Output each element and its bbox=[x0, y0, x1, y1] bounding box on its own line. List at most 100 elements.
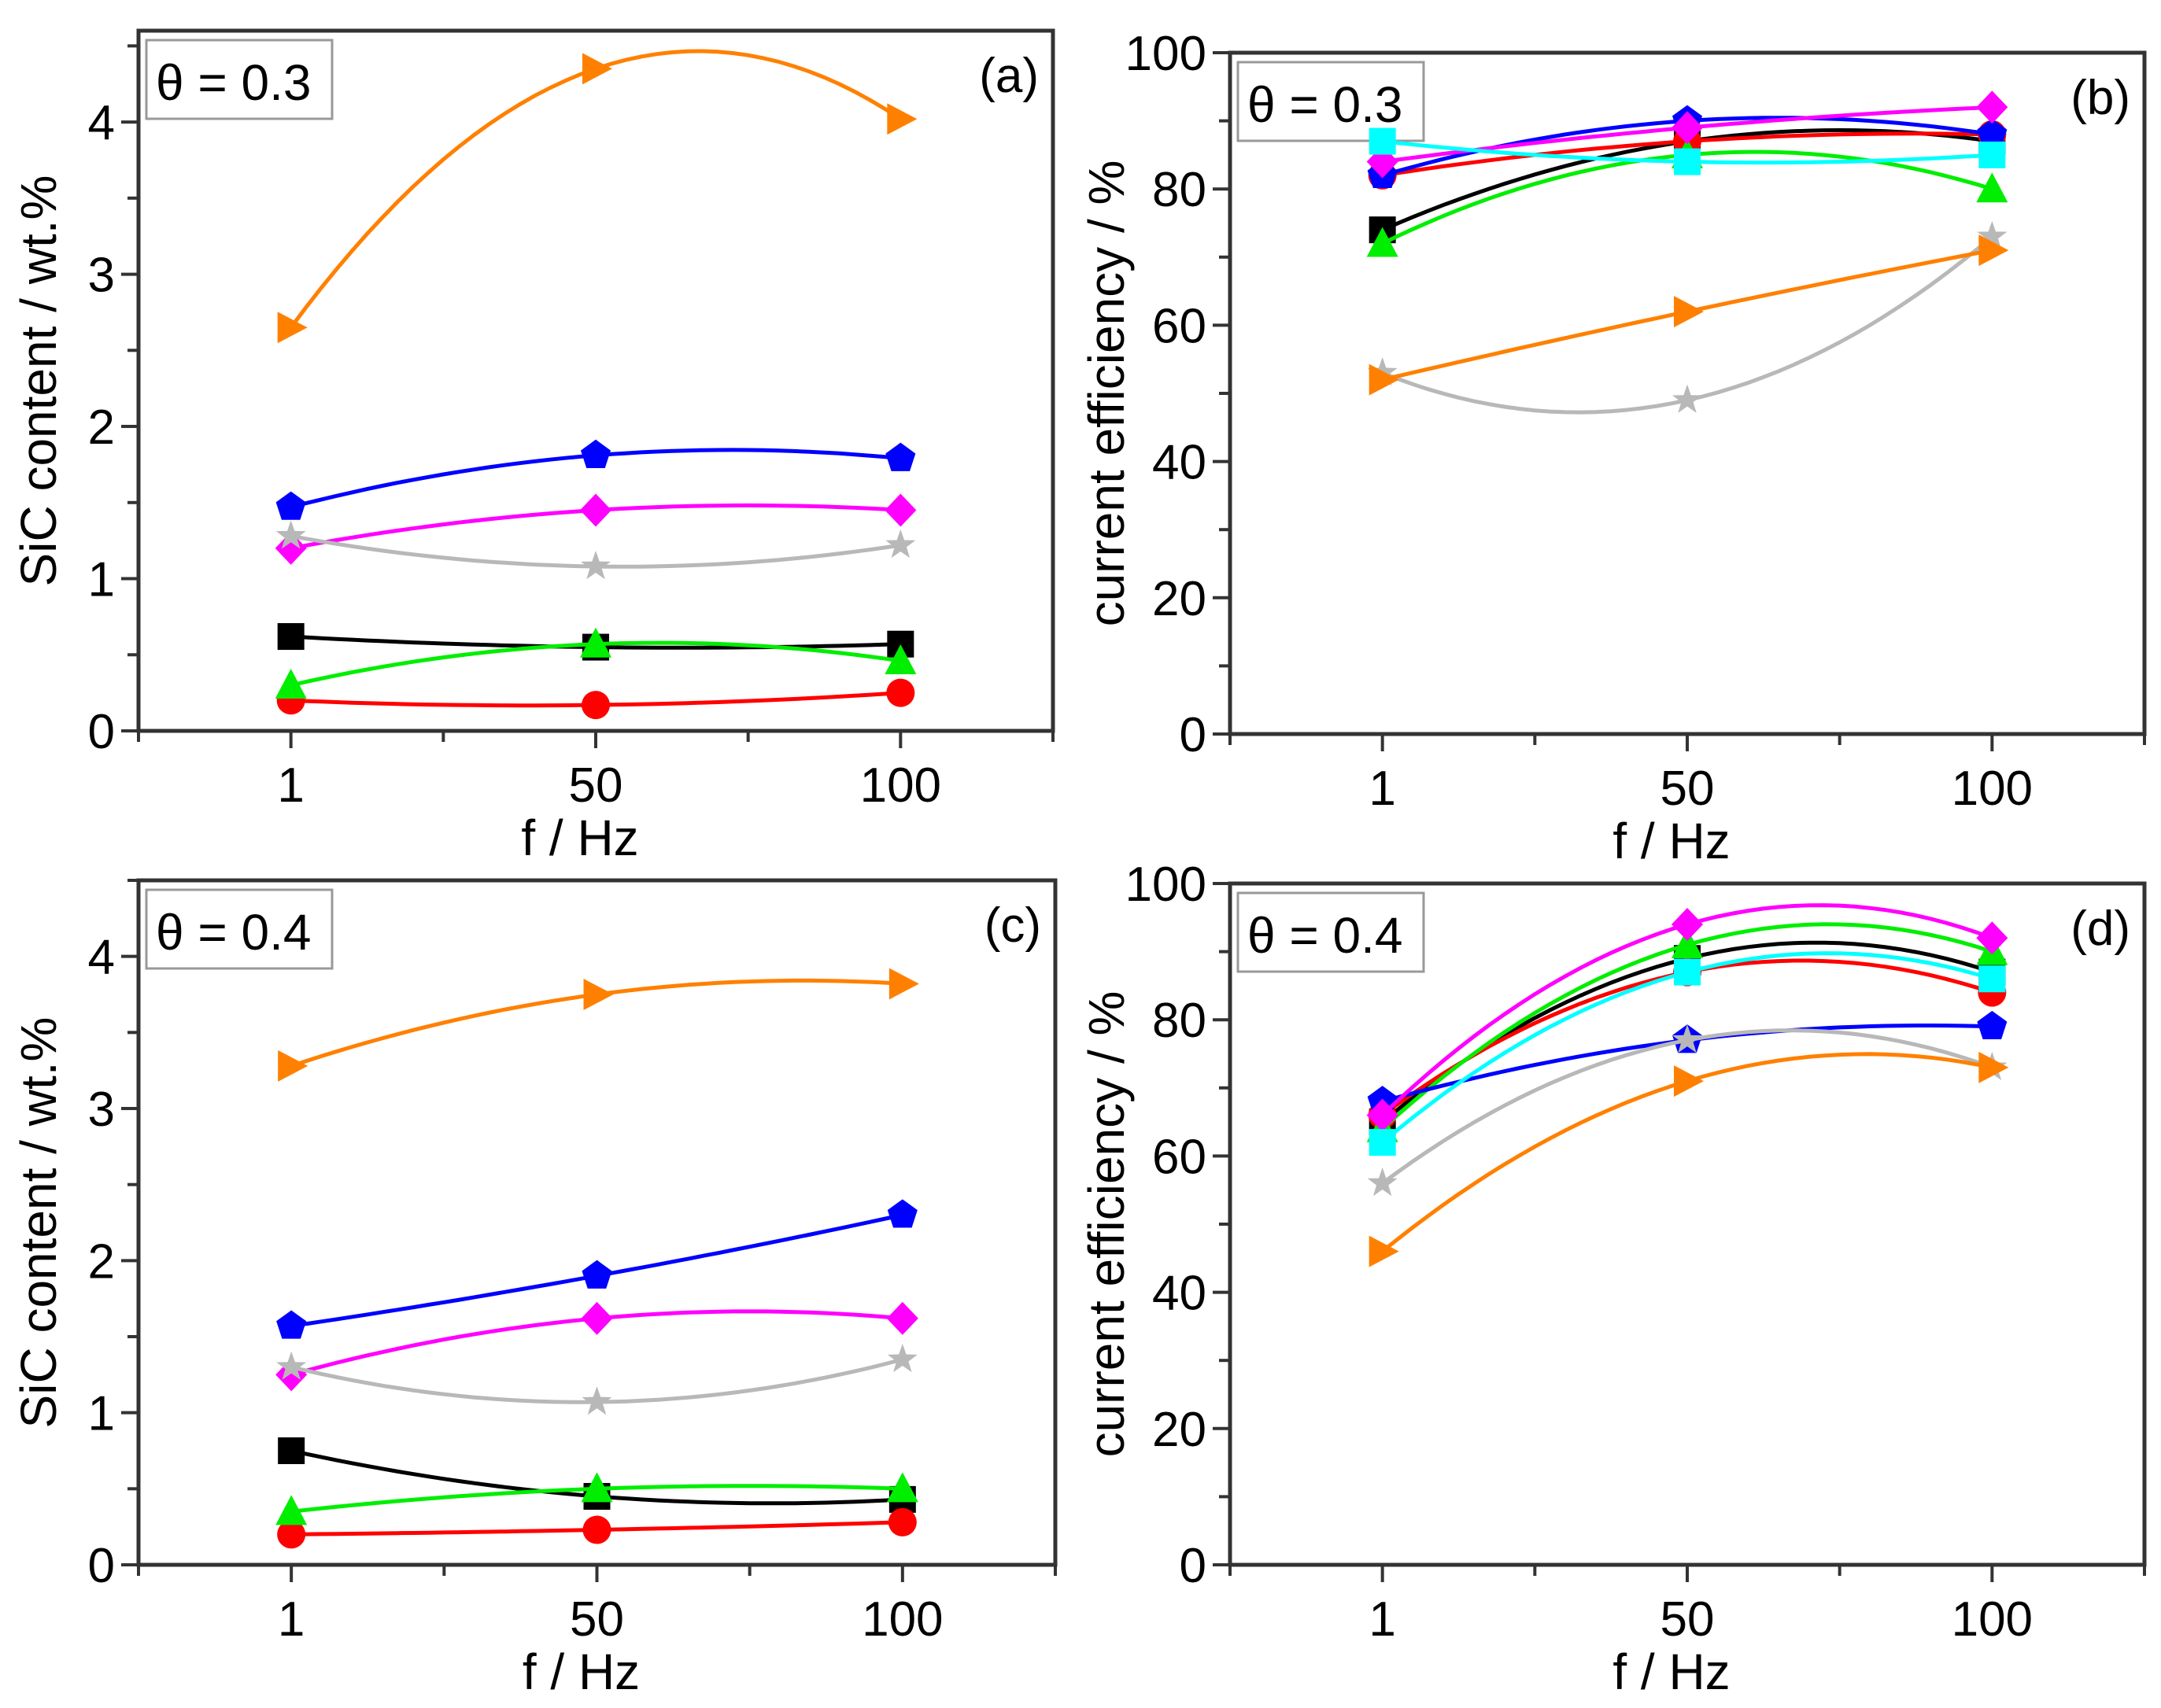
data-point-red bbox=[582, 1515, 611, 1544]
data-point-magenta bbox=[885, 493, 917, 527]
data-point-orange bbox=[583, 979, 614, 1010]
y-tick-label: 3 bbox=[88, 249, 115, 303]
data-point-green bbox=[1976, 172, 2008, 203]
data-point-orange bbox=[582, 53, 612, 85]
x-axis-label: f / Hz bbox=[1612, 1643, 1730, 1700]
x-axis-label: f / Hz bbox=[523, 1643, 640, 1700]
series-red bbox=[277, 1507, 917, 1549]
y-tick-label: 0 bbox=[88, 1539, 115, 1593]
y-tick-label: 3 bbox=[88, 1083, 115, 1137]
x-tick-label: 100 bbox=[862, 1592, 943, 1647]
data-point-orange bbox=[277, 312, 308, 344]
x-tick-label: 100 bbox=[1952, 762, 2033, 816]
chart-panel-d: 1 50 100 0 20 40 60 80 100 f / Hz current efficien… bbox=[1078, 858, 2147, 1700]
y-tick-label: 20 bbox=[1152, 1403, 1206, 1457]
data-point-blue bbox=[1977, 1010, 2008, 1040]
chart-panel-a: 1 50 100 0 1 2 3 4 f / Hz SiC content / wt.% θ = 0… bbox=[10, 28, 1055, 866]
y-tick-label: 100 bbox=[1125, 27, 1206, 81]
theta-annotation: θ = 0.4 bbox=[1247, 907, 1403, 964]
series-magenta bbox=[275, 1301, 918, 1392]
data-point-cyan bbox=[1674, 148, 1701, 175]
data-point-blue bbox=[275, 491, 306, 520]
series-green bbox=[275, 627, 917, 699]
data-point-magenta bbox=[581, 1301, 613, 1335]
data-point-orange bbox=[1674, 296, 1704, 328]
theta-annotation: θ = 0.3 bbox=[156, 54, 312, 111]
data-point-gray bbox=[1672, 1024, 1703, 1053]
data-point-magenta bbox=[1976, 90, 2008, 124]
series-orange bbox=[1369, 234, 2009, 396]
data-point-cyan bbox=[1674, 958, 1701, 986]
x-axis-label: f / Hz bbox=[1612, 813, 1730, 869]
data-point-blue bbox=[276, 1310, 307, 1339]
series-blue bbox=[275, 439, 916, 520]
data-point-gray bbox=[885, 529, 916, 559]
x-tick-label: 100 bbox=[1952, 1592, 2033, 1647]
series-green bbox=[275, 1472, 918, 1525]
data-point-green bbox=[580, 627, 611, 658]
plot-frame bbox=[136, 878, 1058, 1567]
series-orange bbox=[277, 49, 918, 344]
data-point-blue bbox=[1977, 118, 2008, 148]
data-point-cyan bbox=[1369, 1129, 1396, 1156]
data-point-gray bbox=[580, 551, 611, 580]
data-point-magenta bbox=[1976, 921, 2008, 955]
y-tick-label: 0 bbox=[1180, 1539, 1206, 1593]
data-point-magenta bbox=[1366, 1098, 1398, 1132]
y-tick-label: 80 bbox=[1152, 163, 1206, 217]
chart-panel-c: 1 50 100 0 1 2 3 4 f / Hz SiC content / wt.% θ = 0… bbox=[10, 878, 1058, 1700]
data-point-orange bbox=[1674, 1065, 1704, 1097]
y-tick-label: 40 bbox=[1152, 1267, 1206, 1321]
data-point-gray bbox=[582, 1386, 612, 1415]
data-point-cyan bbox=[1978, 141, 2006, 168]
data-point-magenta bbox=[275, 531, 307, 565]
data-point-blue bbox=[580, 439, 611, 468]
panel-label: (b) bbox=[2070, 71, 2130, 125]
data-point-magenta bbox=[1672, 111, 1703, 145]
data-point-magenta bbox=[580, 493, 611, 527]
series-magenta bbox=[1366, 903, 2008, 1132]
data-point-green bbox=[885, 644, 917, 674]
data-point-cyan bbox=[1369, 127, 1396, 155]
plot-frame bbox=[136, 28, 1055, 733]
x-tick-label: 1 bbox=[278, 1592, 305, 1647]
series-red bbox=[276, 678, 915, 720]
data-point-green bbox=[581, 1472, 613, 1503]
x-tick-label: 1 bbox=[1369, 762, 1395, 816]
series-cyan bbox=[1369, 951, 2006, 1156]
series-gray bbox=[276, 1344, 918, 1415]
data-point-green bbox=[1366, 227, 1398, 257]
y-tick-label: 0 bbox=[88, 705, 115, 759]
x-tick-label: 50 bbox=[569, 758, 623, 813]
y-tick-label: 2 bbox=[88, 400, 115, 455]
x-tick-label: 50 bbox=[1660, 1592, 1715, 1647]
data-point-gray bbox=[275, 520, 306, 549]
x-axis-label: f / Hz bbox=[521, 810, 638, 866]
data-point-gray bbox=[887, 1344, 918, 1373]
y-tick-label: 20 bbox=[1152, 572, 1206, 626]
y-tick-label: 80 bbox=[1152, 994, 1206, 1048]
y-tick-label: 40 bbox=[1152, 436, 1206, 490]
data-point-cyan bbox=[1978, 965, 2006, 993]
annotation-box bbox=[1236, 891, 1425, 973]
data-point-orange bbox=[888, 968, 919, 1000]
data-point-gray bbox=[1672, 384, 1703, 413]
data-point-green bbox=[1672, 928, 1703, 958]
y-tick-label: 60 bbox=[1152, 299, 1206, 353]
data-point-blue bbox=[885, 442, 916, 471]
data-point-orange bbox=[1978, 234, 2009, 267]
y-axis-label: SiC content / wt.% bbox=[10, 1017, 67, 1429]
panel-label: (d) bbox=[2070, 902, 2130, 956]
series-orange bbox=[278, 968, 919, 1082]
data-point-black bbox=[277, 623, 305, 651]
data-point-red bbox=[886, 678, 915, 707]
y-axis-label: current efficiency / % bbox=[1078, 160, 1135, 627]
y-axis-label: current efficiency / % bbox=[1078, 991, 1135, 1458]
data-point-magenta bbox=[1672, 907, 1703, 941]
y-tick-label: 1 bbox=[88, 1387, 115, 1441]
y-tick-label: 60 bbox=[1152, 1130, 1206, 1184]
data-point-orange bbox=[1978, 1051, 2009, 1083]
y-axis-label: SiC content / wt.% bbox=[10, 175, 67, 587]
x-tick-label: 50 bbox=[570, 1592, 624, 1647]
